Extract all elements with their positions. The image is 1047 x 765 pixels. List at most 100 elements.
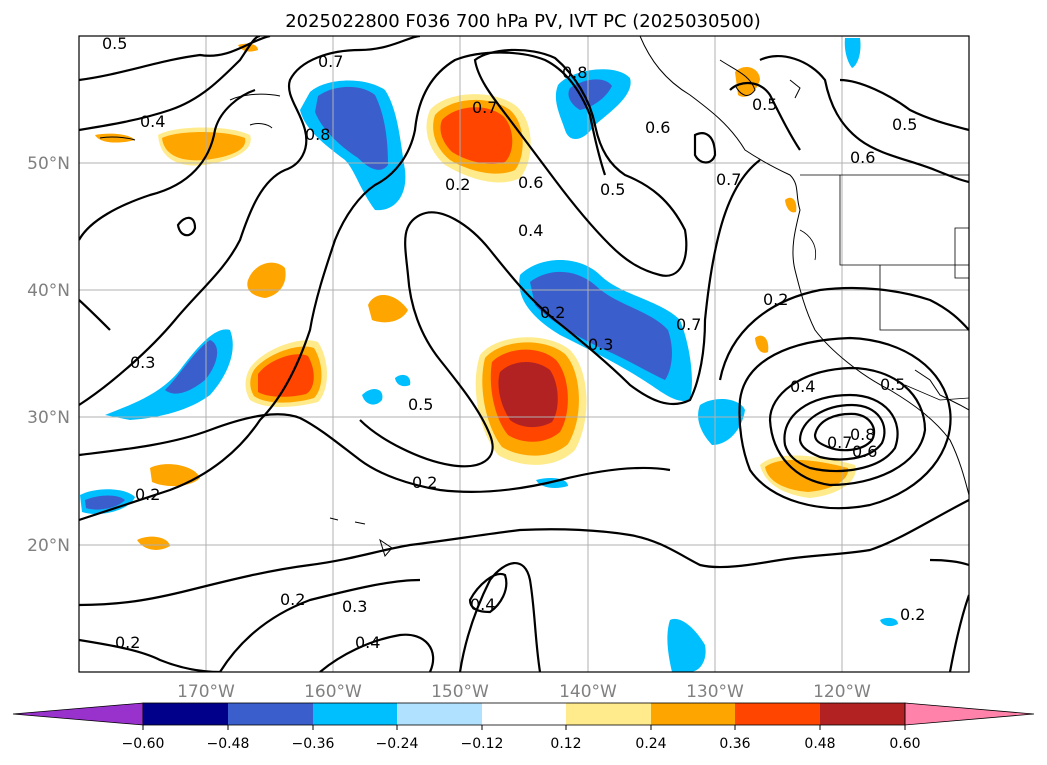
contour-line — [219, 578, 421, 672]
contour-label: 0.3 — [342, 597, 367, 616]
pv-positive-area — [498, 361, 558, 428]
contour-labels: 0.5 0.7 0.8 0.4 0.7 0.2 0.6 0.6 0.8 0.5 … — [102, 34, 925, 652]
lon-label: 170°W — [177, 682, 235, 702]
coastline — [719, 59, 756, 96]
contour-label: 0.7 — [676, 315, 701, 334]
lat-label: 50°N — [27, 154, 70, 174]
contour-label: 0.5 — [752, 95, 777, 114]
contour-label: 0.4 — [355, 633, 380, 652]
colorbar-segment — [820, 703, 905, 725]
latitude-labels: 50°N 40°N 30°N 20°N — [27, 154, 70, 556]
colorbar-extend-low — [12, 702, 144, 726]
colorbar-tick-label: −0.24 — [376, 736, 419, 752]
contour-line — [79, 36, 261, 132]
contour-line — [798, 403, 886, 461]
colorbar-extend-high — [904, 702, 1035, 726]
colorbar-segment — [482, 703, 566, 725]
contour-line — [79, 413, 671, 494]
map-title: 2025022800 F036 700 hPa PV, IVT PC (2025… — [285, 11, 761, 32]
contour-line — [738, 336, 952, 510]
contour-label: 0.8 — [305, 125, 330, 144]
pv-positive-area — [247, 262, 286, 298]
contour-label: 0.8 — [562, 63, 587, 82]
colorbar-segment — [651, 703, 735, 725]
contour-label: 0.2 — [412, 473, 437, 492]
contour-line — [176, 216, 197, 237]
lat-label: 20°N — [27, 536, 70, 556]
lon-label: 140°W — [559, 682, 617, 702]
contour-label: 0.6 — [518, 173, 543, 192]
pv-positive-area — [162, 132, 246, 161]
pv-positive-area — [440, 107, 513, 164]
map-frame — [78, 35, 970, 673]
lat-label: 40°N — [27, 281, 70, 301]
pv-positive-area — [368, 294, 408, 323]
pv-negative-area — [165, 340, 218, 394]
colorbar-tick-label: 0.24 — [635, 736, 666, 752]
colorbar-segment — [228, 703, 313, 725]
contour-label: 0.5 — [102, 34, 127, 53]
contour-line — [473, 48, 688, 277]
contour-line — [359, 159, 761, 468]
contour-label: 0.5 — [880, 375, 905, 394]
pv-positive-area — [95, 133, 135, 143]
contour-line — [813, 412, 876, 452]
contour-label: 0.3 — [588, 335, 613, 354]
pv-negative-area — [85, 495, 125, 510]
coastline — [914, 369, 969, 411]
contour-line — [79, 88, 256, 241]
pv-positive-area — [785, 197, 797, 213]
colorbar-frame — [142, 702, 906, 726]
contour-line — [79, 299, 111, 331]
contour-label: 0.4 — [518, 221, 543, 240]
contour-label: 0.7 — [827, 433, 852, 452]
state-borders — [800, 174, 969, 331]
contour-label: 0.5 — [600, 180, 625, 199]
contour-label: 0.6 — [645, 118, 670, 137]
contour-line — [929, 558, 969, 567]
contour-line — [458, 562, 542, 672]
lon-label: 130°W — [686, 682, 744, 702]
colorbar-segment — [313, 703, 397, 725]
coastline — [789, 79, 801, 99]
coastline — [99, 136, 136, 141]
contour-label: 0.2 — [540, 303, 565, 322]
longitude-labels: 170°W 160°W 150°W 140°W 130°W 120°W — [177, 682, 871, 702]
pv-positive-area — [258, 354, 314, 397]
contour-label: 0.6 — [852, 442, 877, 461]
map-area: 0.5 0.7 0.8 0.4 0.7 0.2 0.6 0.6 0.8 0.5 … — [79, 34, 969, 672]
lat-label: 30°N — [27, 408, 70, 428]
lon-label: 120°W — [813, 682, 871, 702]
contour-line — [759, 55, 969, 184]
colorbar-tick-label: 0.60 — [889, 736, 920, 752]
contour-line — [79, 36, 271, 82]
pv-negative-area — [880, 617, 898, 627]
contour-line — [319, 633, 435, 672]
contour-line — [718, 286, 969, 381]
contour-label: 0.7 — [716, 170, 741, 189]
contour-label: 0.2 — [280, 590, 305, 609]
colorbar-segment — [143, 703, 228, 725]
contour-label: 0.2 — [763, 290, 788, 309]
pv-contours — [79, 36, 969, 672]
pv-positive-area — [150, 464, 200, 487]
pv-negative-area — [530, 271, 672, 380]
island-outline — [329, 517, 393, 558]
colorbar-tick-label: −0.48 — [207, 736, 250, 752]
contour-label: 0.2 — [445, 175, 470, 194]
colorbar-tick-label: 0.36 — [719, 736, 750, 752]
colorbar-tick-label: −0.12 — [461, 736, 504, 752]
colorbar-tick-label: −0.60 — [122, 736, 165, 752]
colorbar-segment — [397, 703, 482, 725]
colorbar-tick-label: −0.36 — [292, 736, 335, 752]
contour-line — [729, 82, 801, 151]
contour-label: 0.5 — [408, 395, 433, 414]
colorbar-tick-label: 0.48 — [804, 736, 835, 752]
contour-line — [79, 638, 221, 672]
contour-label: 0.2 — [135, 485, 160, 504]
pv-negative-area — [395, 374, 411, 387]
contour-label: 0.3 — [130, 353, 155, 372]
contour-line — [79, 51, 607, 522]
contour-label: 0.5 — [892, 115, 917, 134]
contour-label: 0.6 — [850, 148, 875, 167]
